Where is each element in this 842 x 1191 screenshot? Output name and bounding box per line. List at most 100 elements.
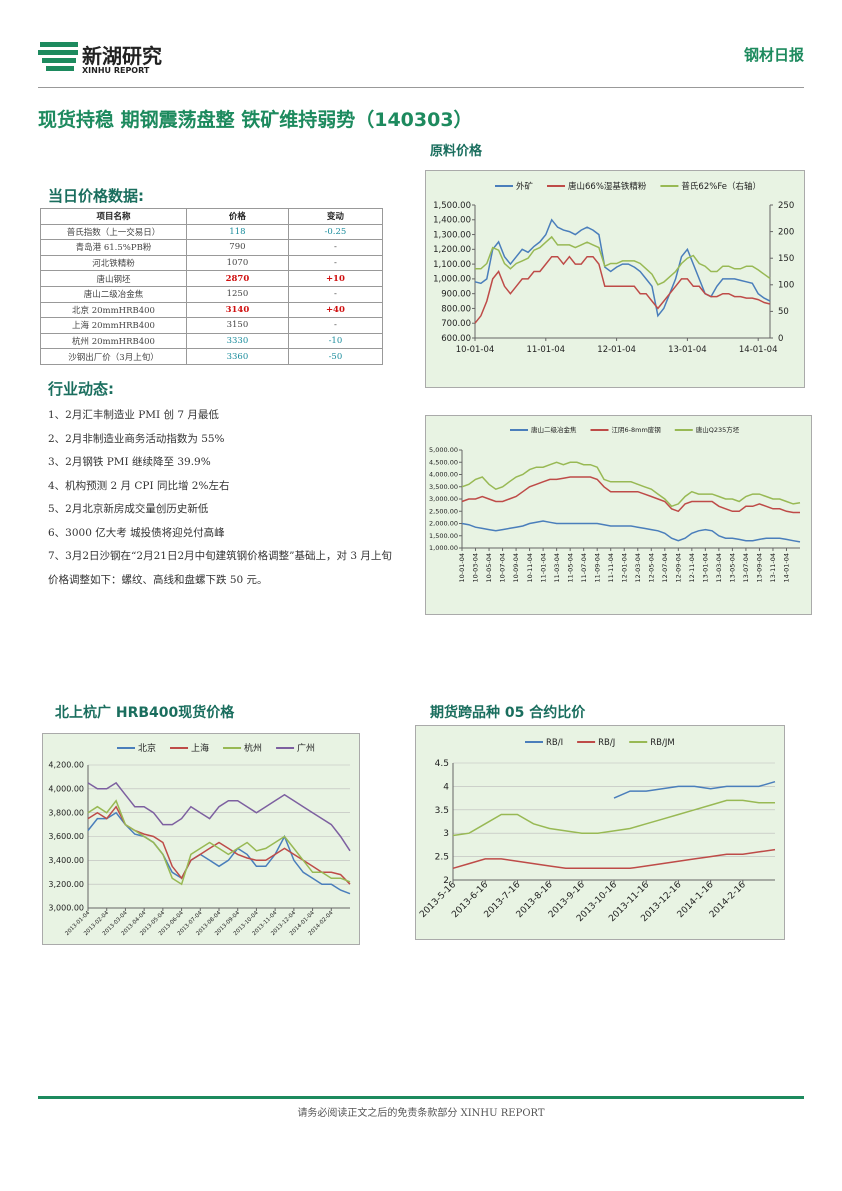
x-tick-label: 14-01-04 — [783, 553, 791, 583]
legend-label: RB/I — [546, 738, 563, 748]
legend-label: 北京 — [138, 742, 156, 754]
x-tick-label: 10-09-04 — [512, 553, 520, 583]
y-tick-label: 4,000.00 — [429, 471, 458, 479]
y-tick-label: 1,500.00 — [429, 532, 458, 540]
header-cell: 变动 — [287, 208, 384, 225]
y-tick-label: 3,600.00 — [48, 832, 84, 841]
y-tick-label: 800.00 — [441, 304, 471, 314]
y-tick-label: 4,000.00 — [48, 785, 84, 794]
table-cell: 上海 20mmHRB400 — [40, 317, 187, 334]
series-line — [613, 780, 776, 799]
table-cell: - — [287, 285, 384, 303]
table-cell: 3150 — [186, 317, 289, 334]
x-tick-label: 13-11-04 — [769, 553, 777, 583]
news-item: 2、2月非制造业商务活动指数为 55% — [48, 432, 225, 445]
legend-label: 杭州 — [244, 742, 262, 754]
x-tick-label: 14-01-04 — [739, 345, 778, 355]
chart: 3,000.00 3,200.00 3,400.00 3,600.00 3,800.00… — [42, 733, 360, 945]
table-cell: 1070 — [186, 254, 289, 272]
x-tick-label: 11-03-04 — [553, 553, 561, 583]
series-line — [452, 848, 776, 870]
table-row: 上海 20mmHRB400 3150- — [40, 317, 384, 334]
news-item: 1、2月汇丰制造业 PMI 创 7 月最低 — [48, 409, 219, 421]
series-line — [475, 235, 771, 286]
table-row: 北京 20mmHRB400 3140 +40 — [40, 301, 384, 319]
x-tick-label: 10-11-04 — [526, 553, 534, 583]
table-cell: 118 — [186, 223, 289, 241]
logo-icon — [38, 42, 78, 71]
x-tick-label: 12-11-04 — [688, 553, 696, 583]
news-item: 6、3000 亿大考 城投债将迎兑付高峰 — [48, 526, 225, 539]
chart: 600.00 700.00 800.00 900.00 1,000.00 1,100.00… — [425, 170, 805, 388]
y-tick-label: 2,500.00 — [429, 507, 458, 515]
x-tick-label: 10-01-04 — [456, 345, 495, 355]
x-tick-label: 12-07-04 — [661, 553, 669, 583]
x-tick-label: 13-03-04 — [715, 553, 723, 583]
chart-frame — [425, 170, 805, 388]
y-tick-label: 3,000.00 — [48, 904, 84, 913]
legend-label: 江阴6-8mm废钢 — [612, 425, 662, 434]
y-tick-label: 1,000.00 — [429, 544, 458, 552]
y-tick-label: 2,000.00 — [429, 520, 458, 528]
table-cell: 2870 — [186, 270, 289, 287]
y2-tick-label: 150 — [778, 254, 794, 264]
table-cell: +10 — [287, 270, 384, 287]
section-heading: 当日价格数据: — [48, 187, 144, 205]
y-tick-label: 2 — [443, 876, 449, 886]
y-tick-label: 1,200.00 — [433, 245, 471, 255]
y2-tick-label: 100 — [778, 281, 794, 291]
y-tick-label: 4.5 — [435, 759, 449, 769]
x-tick-label: 13-07-04 — [742, 553, 750, 583]
series-line — [461, 520, 801, 543]
legend-label: 普氏62%Fe（右轴） — [681, 181, 761, 192]
header-cell: 价格 — [186, 208, 289, 225]
table-cell: -10 — [287, 332, 384, 350]
table-cell: +40 — [287, 301, 384, 319]
table-cell: 唐山钢坯 — [40, 270, 187, 287]
legend-label: 唐山66%湿基铁精粉 — [568, 181, 647, 192]
y-tick-label: 1,000.00 — [433, 275, 471, 285]
table-cell: 普氏指数（上一交易日） — [40, 223, 187, 241]
series-line — [474, 218, 771, 318]
table-cell: - — [287, 239, 384, 256]
series-line — [461, 476, 800, 514]
table-row: 普氏指数（上一交易日） 118 -0.25 — [40, 223, 384, 241]
table-cell: - — [287, 254, 384, 272]
header-row: 项目名称 价格 变动 — [40, 208, 384, 225]
legend-label: 上海 — [191, 742, 209, 754]
legend-label: RB/JM — [650, 738, 674, 748]
table-cell: 唐山二级冶金焦 — [40, 285, 187, 303]
chart-frame — [425, 415, 812, 615]
table-cell: 青岛港 61.5%PB粉 — [40, 239, 187, 256]
table-cell: 杭州 20mmHRB400 — [40, 332, 187, 350]
table-cell: -0.25 — [287, 223, 384, 241]
y-tick-label: 1,400.00 — [433, 216, 471, 226]
table-row: 杭州 20mmHRB400 3330 -10 — [40, 332, 384, 350]
footer: 请务必阅读正文之后的免责条款部分 XINHU REPORT — [297, 1108, 545, 1119]
x-tick-label: 13-05-04 — [729, 553, 737, 583]
table-cell: 1250 — [186, 285, 289, 303]
table-row: 唐山二级冶金焦 1250- — [40, 285, 384, 303]
table-cell: -50 — [287, 348, 384, 365]
x-tick-label: 11-01-04 — [527, 345, 566, 355]
x-tick-label: 11-05-04 — [566, 553, 574, 583]
y-tick-label: 700.00 — [441, 319, 471, 329]
y-tick-label: 900.00 — [441, 290, 471, 300]
news-item: 5、2月北京新房成交量创历史新低 — [48, 503, 209, 515]
news-item: 3、2月钢铁 PMI 继续降至 39.9% — [48, 456, 211, 468]
x-tick-label: 13-09-04 — [756, 553, 764, 583]
series-line — [87, 811, 351, 895]
x-tick-label: 12-01-04 — [620, 553, 628, 583]
y-tick-label: 5,000.00 — [429, 446, 458, 454]
x-tick-label: 10-05-04 — [485, 553, 493, 583]
x-tick-label: 10-03-04 — [472, 553, 480, 583]
x-tick-label: 12-05-04 — [647, 553, 655, 583]
y-tick-label: 1,500.00 — [433, 201, 471, 211]
y-tick-label: 1,100.00 — [433, 260, 471, 270]
header-rule — [38, 87, 804, 88]
y-tick-label: 3.5 — [435, 806, 449, 816]
table-row: 河北铁精粉 1070- — [40, 254, 384, 272]
news-item: 7、3月2日沙钢在“2月21日2月中旬建筑钢价格调整”基础上，对 3 月上旬价格… — [48, 550, 392, 586]
y-tick-label: 3 — [443, 829, 449, 839]
